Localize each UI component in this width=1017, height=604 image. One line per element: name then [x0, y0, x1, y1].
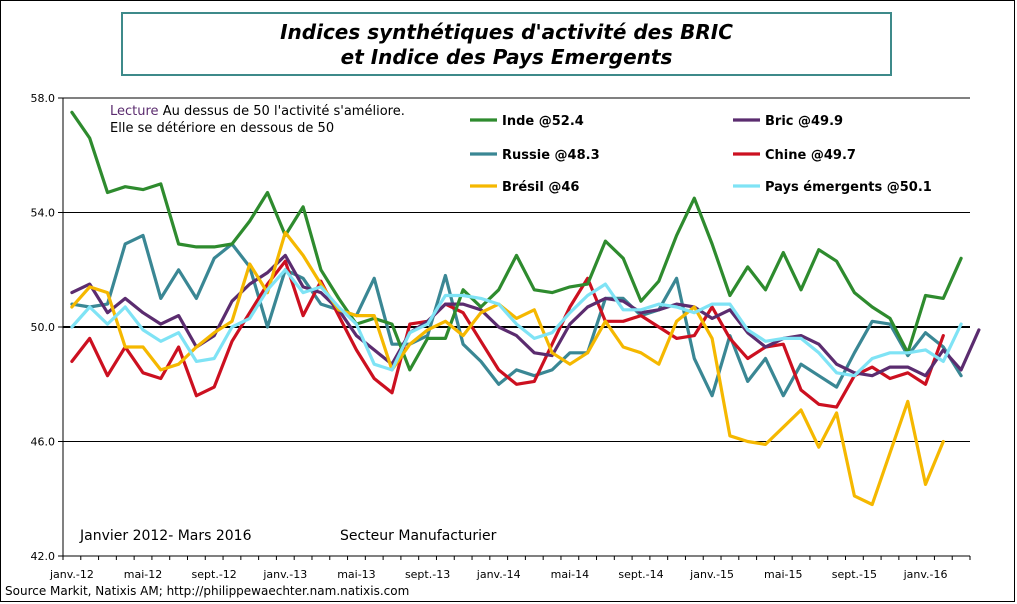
legend-label: Brésil @46: [502, 180, 579, 195]
period-label: Janvier 2012- Mars 2016: [79, 528, 252, 544]
y-tick-label: 54.0: [31, 207, 56, 220]
legend-label: Chine @49.7: [765, 148, 856, 163]
x-tick-label: janv.-14: [476, 568, 521, 581]
sector-label: Secteur Manufacturier: [340, 528, 497, 544]
x-tick-label: mai-14: [551, 568, 589, 581]
x-tick-label: janv.-16: [903, 568, 948, 581]
series-line-5: [70, 268, 963, 378]
series-line-1: [70, 253, 981, 378]
annotation-line-2: Elle se détériore en dessous de 50: [110, 121, 334, 136]
legend-label: Russie @48.3: [502, 148, 600, 163]
annotation-line-1-text: Au dessus de 50 l'activité s'améliore.: [159, 104, 405, 119]
x-tick-label: sept.-13: [405, 568, 450, 581]
y-tick-label: 42.0: [31, 550, 56, 563]
annotation-lead: Lecture: [110, 104, 159, 119]
y-tick-label: 58.0: [31, 92, 56, 105]
y-tick-label: 46.0: [31, 436, 56, 449]
y-tick-label: 50.0: [31, 321, 56, 334]
x-tick-label: sept.-12: [192, 568, 237, 581]
axes: 42.0 46.0 50.0 54.0 58.0 janv.-12 mai-12 sept.-…: [31, 92, 971, 581]
x-tick-label: janv.-12: [49, 568, 94, 581]
legend-label: Bric @49.9: [765, 114, 843, 129]
legend-label: Pays émergents @50.1: [765, 180, 932, 195]
x-tick-label: sept.-15: [832, 568, 877, 581]
x-tick-label: mai-15: [764, 568, 802, 581]
annotation-line-1: Lecture Au dessus de 50 l'activité s'amé…: [110, 104, 405, 119]
series-lines: [70, 110, 981, 507]
legend-label: Inde @52.4: [502, 114, 584, 129]
chart-title-line-1: Indices synthétiques d'activité des BRIC: [280, 20, 733, 44]
source-note: Source Markit, Natixis AM; http://philip…: [5, 584, 410, 598]
x-tick-label: janv.-13: [262, 568, 307, 581]
series-line-4: [70, 230, 945, 507]
chart-title-line-2: et Indice des Pays Emergents: [340, 45, 673, 69]
x-tick-label: mai-13: [337, 568, 375, 581]
series-line-2: [70, 233, 963, 398]
chart-title-box: Indices synthétiques d'activité des BRIC…: [121, 12, 892, 76]
series-line-3: [70, 259, 945, 409]
x-tick-label: sept.-14: [618, 568, 663, 581]
series-line-0: [70, 110, 963, 372]
legend: Inde @52.4 Bric @49.9 Russie @48.3 Chine @4…: [470, 114, 932, 195]
x-tick-label: mai-12: [124, 568, 162, 581]
x-tick-label: janv.-15: [689, 568, 734, 581]
